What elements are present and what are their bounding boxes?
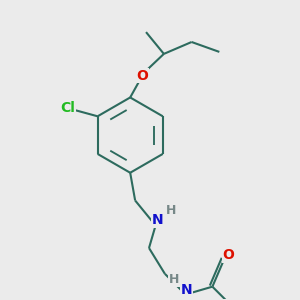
Text: H: H: [166, 204, 176, 217]
Text: Cl: Cl: [60, 101, 75, 116]
Text: O: O: [222, 248, 234, 262]
Text: H: H: [169, 273, 179, 286]
Text: N: N: [152, 213, 164, 227]
Text: N: N: [181, 283, 193, 297]
Text: O: O: [136, 69, 148, 83]
